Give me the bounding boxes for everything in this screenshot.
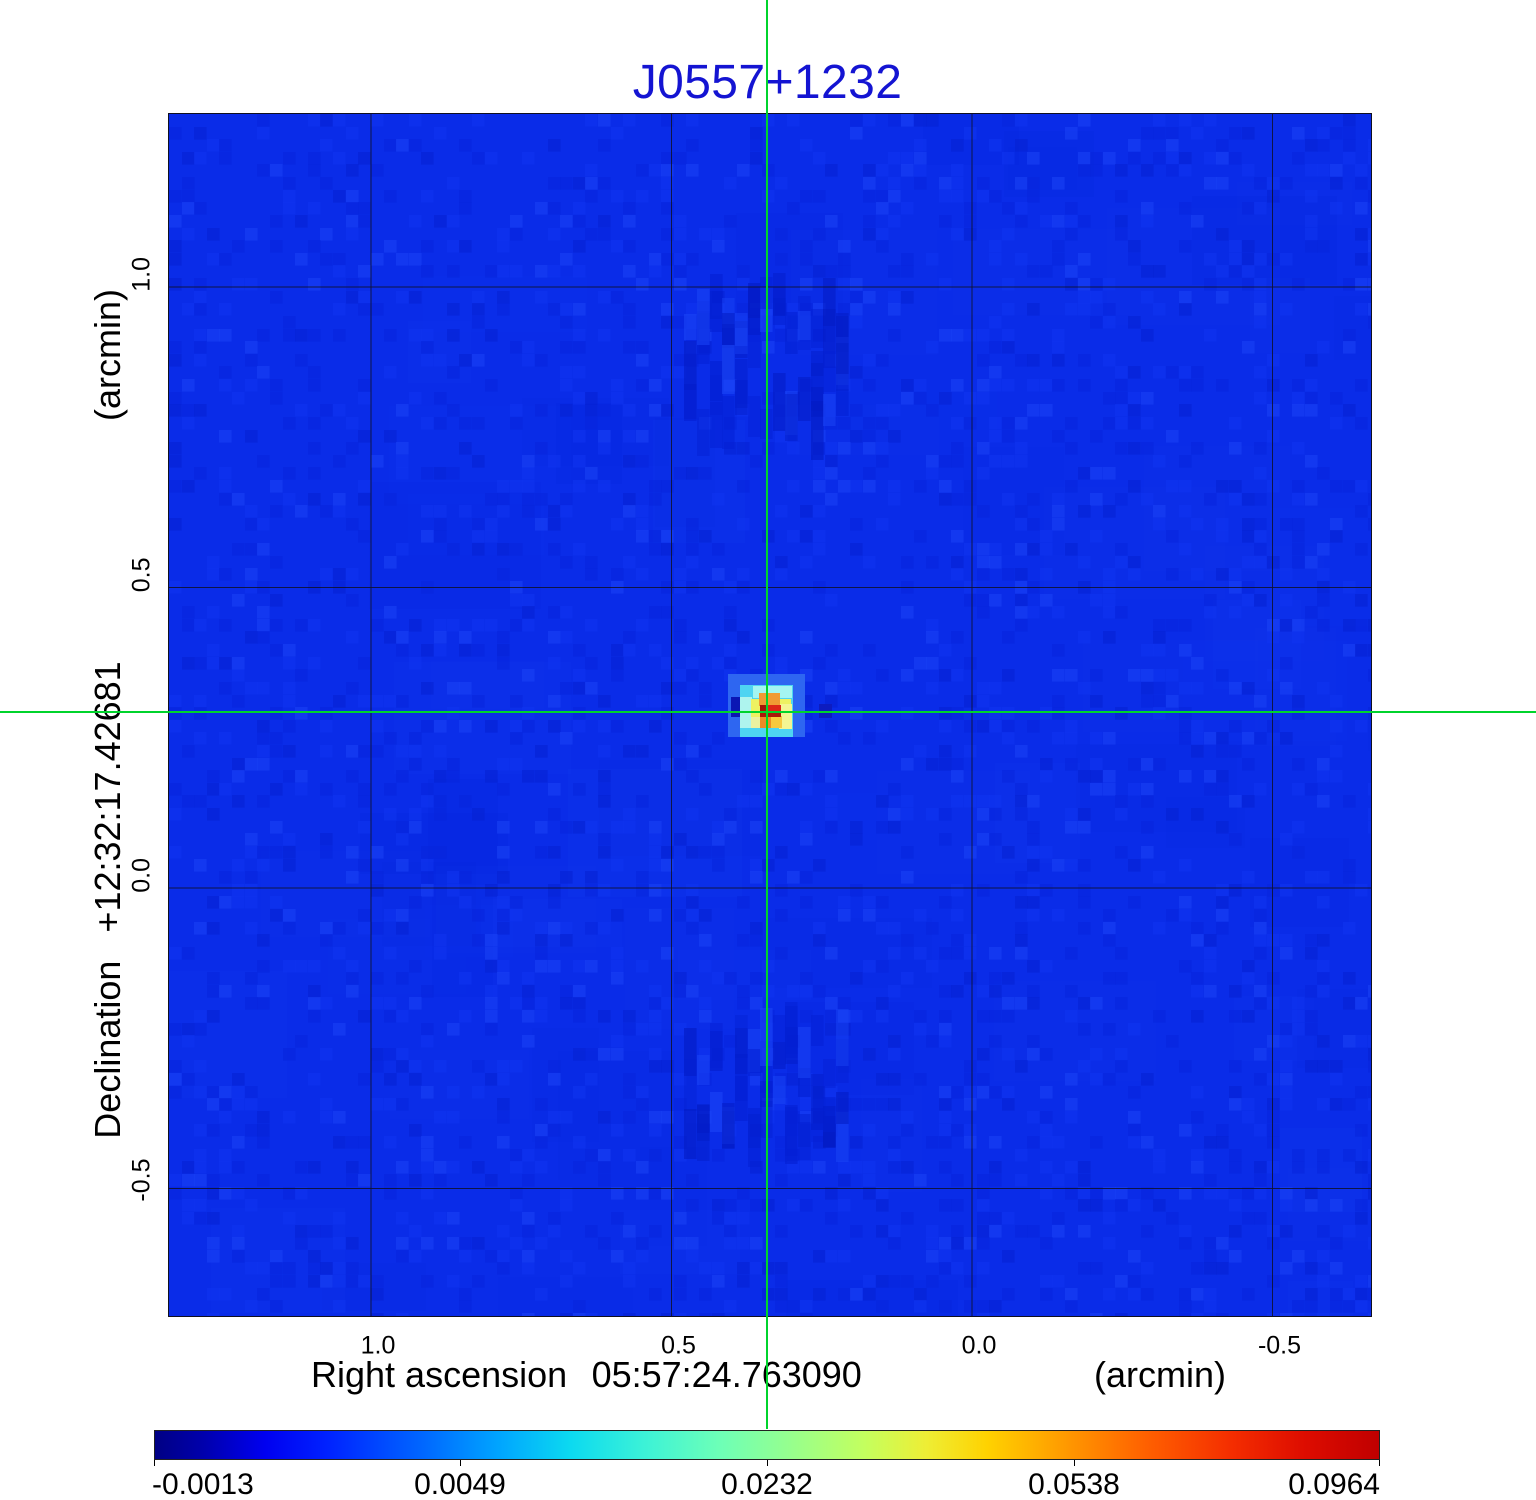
svg-text:Right ascension 05:57:24.763: Right ascension 05:57:24.763090 — [311, 1354, 862, 1395]
svg-text:-0.5: -0.5 — [128, 1159, 156, 1202]
svg-text:0.0964: 0.0964 — [1288, 1468, 1380, 1500]
svg-text:-0.0013: -0.0013 — [152, 1468, 254, 1500]
svg-text:(arcmin): (arcmin) — [1094, 1354, 1226, 1395]
svg-text:1.0: 1.0 — [128, 257, 156, 292]
svg-text:(arcmin): (arcmin) — [87, 289, 128, 421]
svg-text:0.0232: 0.0232 — [721, 1468, 813, 1500]
svg-text:0.0: 0.0 — [128, 858, 156, 893]
svg-text:0.0049: 0.0049 — [414, 1468, 506, 1500]
svg-text:0.0: 0.0 — [962, 1332, 997, 1360]
svg-text:-0.5: -0.5 — [1258, 1332, 1301, 1360]
svg-text:0.0538: 0.0538 — [1028, 1468, 1120, 1500]
svg-text:0.5: 0.5 — [128, 558, 156, 593]
svg-text:Declination +12:32:17.42681: Declination +12:32:17.42681 — [87, 661, 128, 1138]
